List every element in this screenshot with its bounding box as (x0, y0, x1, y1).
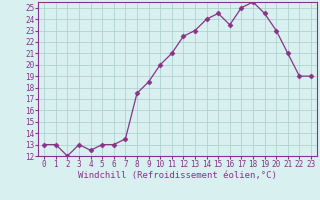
X-axis label: Windchill (Refroidissement éolien,°C): Windchill (Refroidissement éolien,°C) (78, 171, 277, 180)
